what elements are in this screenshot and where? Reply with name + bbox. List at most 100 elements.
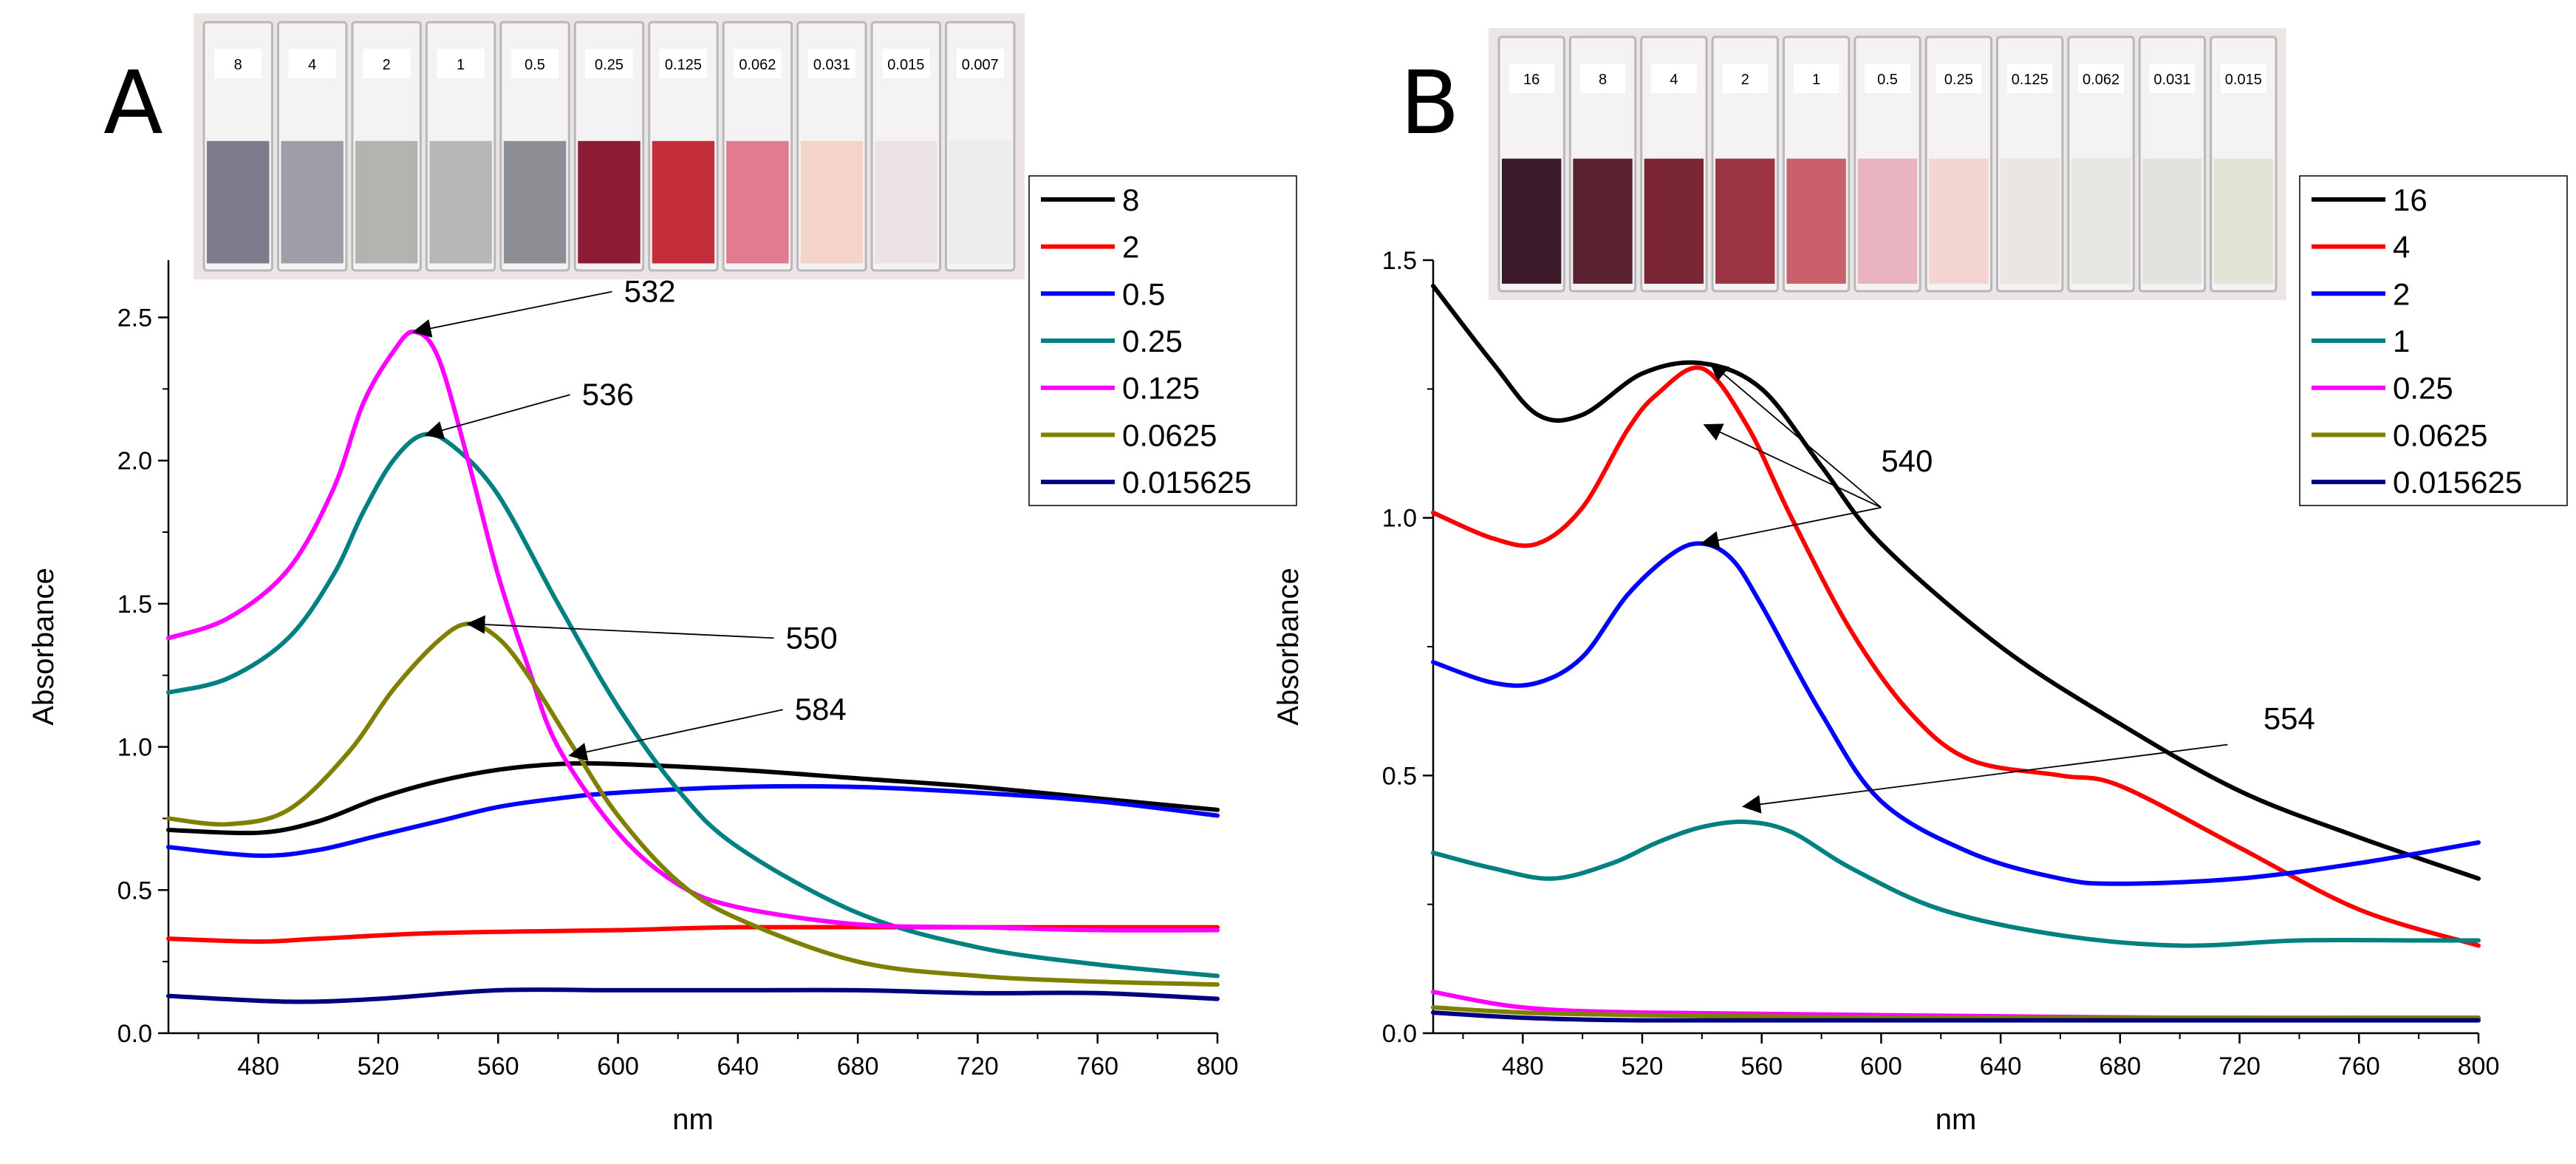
cuvette: 2: [1711, 35, 1779, 293]
cuvette-tag: [1509, 64, 1555, 93]
cuvette-tag: [362, 49, 411, 78]
cuvette-liquid: [1857, 158, 1918, 284]
peak-annotation-label: 536: [582, 377, 634, 412]
cuvette: 4: [276, 21, 348, 272]
series-line-16: [1431, 283, 2481, 881]
cuvette-liquid: [2142, 158, 2202, 284]
y-tick-label: 1.0: [117, 734, 152, 762]
series-line-1: [1431, 819, 2481, 948]
cuvette-tag: [2078, 64, 2124, 93]
cuvette-tag: [2220, 64, 2266, 93]
series-line-4: [1431, 365, 2481, 948]
cuvette-tag: [807, 49, 856, 78]
cuvette: 8: [1568, 35, 1637, 293]
peak-annotation-label: 584: [795, 692, 847, 726]
annotation-arrow: [424, 394, 570, 440]
cuvette-liquid: [875, 140, 937, 264]
cuvette-concentration-label: 0.5: [525, 57, 545, 73]
cuvette-tag: [1865, 64, 1910, 93]
cuvette-concentration-label: 0.125: [2012, 72, 2049, 88]
cuvette-liquid: [2000, 158, 2060, 284]
cuvette-concentration-label: 4: [308, 57, 316, 73]
legend-label: 4: [2393, 230, 2410, 265]
x-axis-title: nm: [1936, 1103, 1977, 1136]
cuvette: 0.25: [1924, 35, 1993, 293]
cuvette: 16: [1497, 35, 1565, 293]
x-tick-label: 480: [1502, 1052, 1544, 1080]
cuvette-tag: [437, 49, 485, 78]
y-axis-title: Absorbance: [1272, 568, 1305, 725]
x-tick-label: 520: [1622, 1052, 1664, 1080]
legend-label: 8: [1122, 183, 1139, 217]
cuvette-liquid: [1644, 158, 1704, 284]
x-tick-label: 480: [237, 1052, 279, 1080]
panel-a-letter: A: [103, 52, 163, 154]
cuvette-liquid: [1715, 158, 1775, 284]
x-axis-title: nm: [672, 1103, 714, 1136]
annotation-arrow: [568, 709, 783, 761]
cuvette-tag: [1722, 64, 1769, 93]
series-line-0.015625: [166, 987, 1220, 1004]
cuvette-tag: [1793, 64, 1839, 93]
x-tick-label: 720: [957, 1052, 999, 1080]
cuvette-liquid: [2213, 158, 2273, 284]
cuvette-tag: [882, 49, 930, 78]
cuvette-concentration-label: 2: [383, 57, 391, 73]
series-line-0.125: [166, 329, 1220, 933]
cuvette: 0.25: [573, 21, 645, 272]
cuvette-tag: [585, 49, 633, 78]
x-tick-label: 760: [1076, 1052, 1118, 1080]
cuvette-concentration-label: 8: [1599, 72, 1607, 88]
x-tick-label: 720: [2218, 1052, 2261, 1080]
y-tick-label: 0.5: [1382, 762, 1417, 790]
cuvette-tag: [2149, 64, 2196, 93]
y-tick-label: 1.0: [1382, 505, 1417, 533]
cuvette-concentration-label: 0.015: [2225, 72, 2262, 88]
series-line-0.25: [166, 432, 1220, 978]
cuvette-liquid: [281, 140, 344, 264]
cuvette-concentration-label: 1: [457, 57, 465, 73]
cuvette-liquid: [1573, 158, 1633, 284]
legend-label: 0.25: [2393, 371, 2453, 406]
legend-label: 0.5: [1122, 276, 1165, 311]
cuvette-tag: [1651, 64, 1697, 93]
series-line-8: [166, 760, 1220, 836]
y-tick-label: 0.0: [117, 1020, 152, 1048]
legend-label: 0.015625: [2393, 465, 2522, 500]
y-tick-label: 1.5: [117, 590, 152, 619]
panel-a-plot: 480 520 560 600 640 680 720 760 800 0.0 0.5 1.0 1.5 2…: [27, 260, 1238, 1136]
cuvette: 2: [351, 21, 422, 272]
panel-b-cuvette-photo: 16 8 4 2 1 0.5 0.25 0.125 0.062 0.031 0.015: [1489, 28, 2286, 300]
series-line-0.0625: [166, 622, 1220, 987]
x-tick-label: 640: [717, 1052, 759, 1080]
panel-b: B 16 8 4 2 1 0.5 0.25 0.125 0.062 0.031 0.015 480 5…: [1272, 28, 2568, 1136]
cuvette-tag: [1579, 64, 1626, 93]
cuvette: 0.5: [1854, 35, 1921, 293]
cuvette-tag: [1936, 64, 1982, 93]
x-tick-label: 560: [477, 1052, 519, 1080]
annotation-arrow: [412, 290, 612, 338]
cuvette-concentration-label: 0.25: [1944, 72, 1973, 88]
peak-annotation-label: 540: [1881, 443, 1933, 478]
cuvette-concentration-label: 0.031: [2153, 72, 2190, 88]
cuvette-concentration-label: 2: [1741, 72, 1749, 88]
legend-label: 2: [2393, 276, 2410, 311]
panel-b-legend: 16 4 2 1 0.25 0.0625 0.015625: [2299, 175, 2568, 506]
cuvette: 4: [1640, 35, 1708, 293]
cuvette-tag: [956, 49, 1004, 78]
cuvette-liquid: [429, 140, 492, 264]
cuvette-liquid: [503, 140, 567, 264]
cuvette-tag: [659, 49, 708, 78]
cuvette: 0.007: [945, 21, 1016, 272]
cuvette-liquid: [2071, 158, 2131, 284]
panel-a: A 8 4 2 1 0.5 0.25 0.125 0.062 0.031 0.015 0.007 4…: [27, 13, 1297, 1136]
cuvette-concentration-label: 0.015: [887, 57, 924, 73]
legend-label: 0.0625: [1122, 418, 1217, 452]
x-tick-label: 520: [358, 1052, 400, 1080]
cuvette-liquid: [949, 140, 1011, 264]
panel-a-legend: 8 2 0.5 0.25 0.125 0.0625 0.015625: [1028, 175, 1297, 506]
cuvette: 0.125: [1996, 35, 2064, 293]
cuvette-liquid: [1929, 158, 1989, 284]
cuvette: 0.015: [2210, 35, 2278, 293]
cuvette-liquid: [652, 140, 715, 264]
